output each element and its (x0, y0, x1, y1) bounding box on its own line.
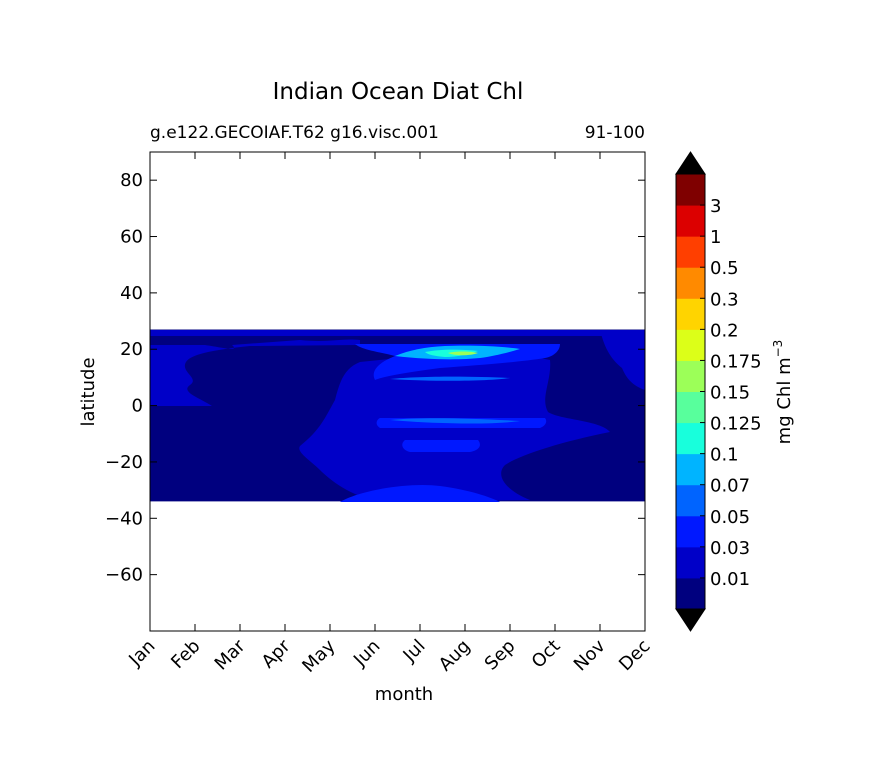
x-tick-label-jan: Jan (124, 636, 159, 671)
y-tick-label-5: −20 (105, 452, 143, 473)
svg-text:mg Chl m−3: mg Chl m−3 (771, 340, 795, 445)
colorbar-segment-9 (676, 298, 705, 330)
x-tick-label-mar: Mar (211, 635, 250, 674)
colorbar-tick-label-9: 0.3 (710, 289, 739, 310)
colorbar-tick-label-0: 0.01 (710, 569, 750, 590)
colorbar-tick-label-2: 0.05 (710, 507, 750, 528)
y-tick-label-7: −60 (105, 565, 143, 586)
y-tick-label-6: −40 (105, 508, 143, 529)
contour-region-east (600, 330, 645, 390)
colorbar-tick-label-8: 0.2 (710, 320, 739, 341)
chart-subtitle-left: g.e122.GECOIAF.T62 g16.visc.001 (150, 123, 439, 143)
x-tick-label-feb: Feb (167, 636, 204, 673)
colorbar-segment-13 (676, 174, 705, 206)
contour-region-top-strip (150, 330, 645, 336)
contour-region-bloom-peak (448, 351, 478, 356)
x-tick-label-oct: Oct (528, 636, 565, 673)
colorbar: 0.01 0.03 0.05 0.07 0.1 0.125 0.15 0.175 0.2 0.3 0… (675, 151, 762, 632)
contour-field (150, 329, 645, 502)
colorbar-segment-2 (676, 515, 705, 548)
colorbar-label-text: mg Chl m (774, 357, 795, 444)
y-tick-label-4: 0 (132, 396, 143, 417)
colorbar-tick-label-7: 0.175 (710, 351, 762, 372)
colorbar-label-exponent: −3 (771, 340, 785, 358)
colorbar-segment-8 (676, 329, 705, 361)
colorbar-segment-7 (676, 360, 705, 392)
y-axis-label: latitude (78, 357, 99, 426)
x-tick-label-aug: Aug (435, 636, 475, 676)
y-tick-label-1: 60 (120, 227, 143, 248)
colorbar-segment-1 (676, 546, 705, 579)
colorbar-under-arrow (675, 608, 706, 632)
colorbar-tick-label-5: 0.125 (710, 414, 762, 435)
colorbar-segment-3 (676, 484, 705, 517)
contour-region-south-lobe (340, 484, 500, 502)
y-tick-label-0: 80 (120, 170, 143, 191)
chart-subtitle-right: 91-100 (585, 123, 645, 143)
colorbar-label: mg Chl m−3 (771, 340, 795, 445)
contour-region-upper-stripe (390, 376, 510, 381)
colorbar-segment-11 (676, 236, 705, 268)
colorbar-segment-6 (676, 391, 705, 424)
x-tick-label-jun: Jun (349, 636, 384, 671)
y-tick-label-2: 40 (120, 283, 143, 304)
colorbar-tick-label-4: 0.1 (710, 445, 739, 466)
contour-region-small-lobe (402, 440, 480, 452)
x-tick-label-may: May (298, 635, 339, 676)
x-tick-label-sep: Sep (481, 636, 520, 675)
x-tick-label-apr: Apr (258, 635, 295, 672)
colorbar-segment-4 (676, 453, 705, 486)
colorbar-tick-label-12: 3 (710, 196, 721, 217)
plot-frame (149, 151, 646, 632)
colorbar-tick-label-11: 1 (710, 227, 721, 248)
contour-region-west (150, 339, 360, 406)
y-tick-label-3: 20 (120, 339, 143, 360)
colorbar-tick-label-6: 0.15 (710, 383, 750, 404)
colorbar-segment-5 (676, 422, 705, 455)
chart-title: Indian Ocean Diat Chl (273, 79, 524, 105)
colorbar-segment-10 (676, 267, 705, 299)
colorbar-tick-label-3: 0.07 (710, 476, 750, 497)
x-tick-label-nov: Nov (570, 635, 610, 675)
colorbar-segment-12 (676, 205, 705, 237)
x-axis-label: month (375, 684, 433, 705)
y-axis: 80 60 40 20 0 −20 −40 −60 (105, 170, 645, 586)
colorbar-tick-label-10: 0.5 (710, 258, 739, 279)
x-tick-label-jul: Jul (399, 636, 430, 667)
colorbar-segment-0 (676, 577, 705, 610)
x-tick-label-dec: Dec (615, 636, 654, 675)
contour-region-lower-stripe (390, 418, 520, 424)
colorbar-tick-label-1: 0.03 (710, 538, 750, 559)
colorbar-over-arrow (675, 151, 706, 175)
